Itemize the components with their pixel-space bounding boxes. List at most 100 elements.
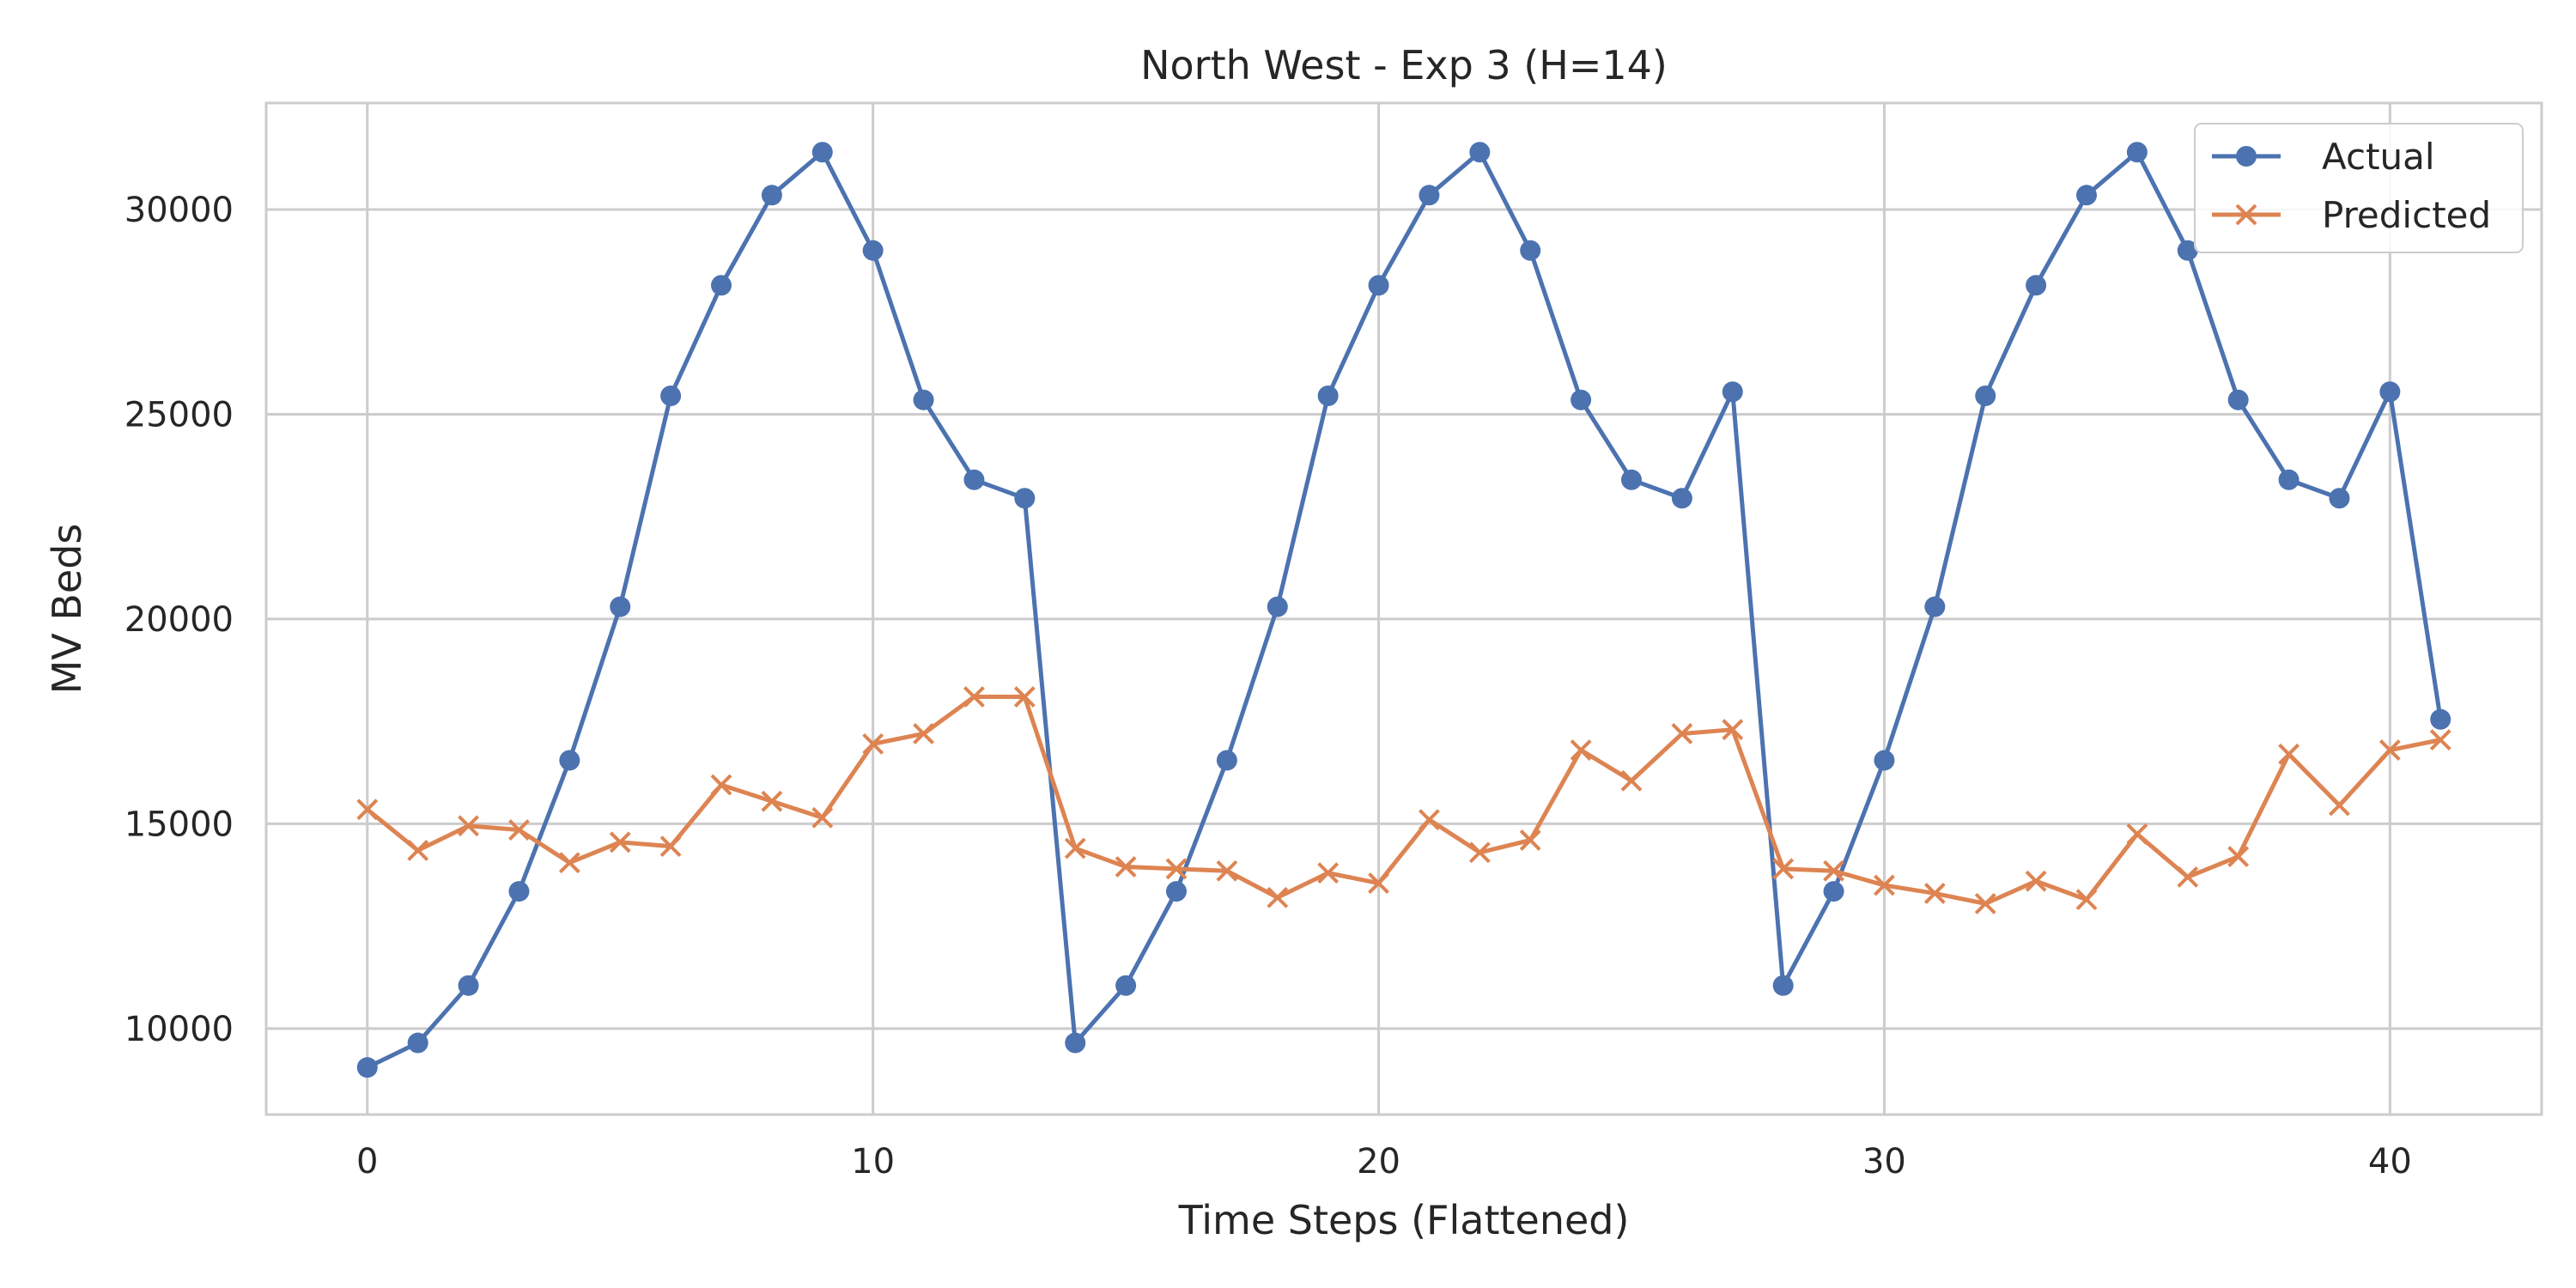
data-point-actual [1419, 185, 1440, 206]
data-point-actual [2227, 389, 2249, 410]
x-tick-label: 20 [1357, 1142, 1400, 1182]
data-point-actual [559, 750, 580, 771]
data-point-predicted [2278, 743, 2300, 765]
tick-labels: 0 10 20 30 40 10000 15000 20000 25000 30000 [125, 191, 2412, 1182]
data-point-actual [2126, 142, 2148, 163]
data-point-actual [458, 975, 479, 996]
data-point-actual [2076, 185, 2097, 206]
plot-frame [264, 101, 2543, 1116]
data-point-actual [1671, 488, 1692, 509]
data-point-predicted [1115, 856, 1137, 878]
data-point-predicted [1368, 872, 1389, 894]
data-point-actual [1823, 881, 1844, 902]
data-point-actual [1216, 750, 1237, 771]
data-point-predicted [811, 806, 834, 829]
series-actual [356, 142, 2451, 1078]
data-point-predicted [1013, 686, 1036, 708]
data-point-actual [1874, 750, 1895, 771]
data-point-predicted [2329, 794, 2350, 817]
data-point-predicted [659, 835, 682, 858]
data-point-actual [2430, 708, 2451, 730]
data-point-predicted [2429, 729, 2451, 751]
data-point-predicted [609, 831, 631, 854]
data-point-actual [2026, 275, 2047, 296]
data-point-actual [2379, 381, 2401, 403]
data-point-actual [913, 389, 934, 410]
series-line-actual [366, 149, 2443, 1070]
data-point-actual [407, 1032, 428, 1054]
y-axis-label: MV Beds [44, 524, 90, 695]
data-point-actual [1469, 142, 1491, 163]
data-point-predicted [1519, 829, 1541, 851]
data-point-predicted [1419, 809, 1440, 831]
data-point-predicted [558, 852, 580, 874]
data-point-predicted [1671, 723, 1693, 744]
data-point-actual [1166, 881, 1187, 902]
series-layer [356, 142, 2451, 1078]
data-point-actual [1115, 975, 1137, 996]
data-point-predicted [1823, 860, 1844, 882]
data-point-actual [1368, 275, 1389, 296]
data-point-predicted [1923, 883, 1946, 904]
data-point-predicted [2025, 870, 2047, 892]
data-point-actual [610, 596, 631, 617]
data-point-predicted [1772, 858, 1795, 880]
data-point-actual [1924, 596, 1946, 617]
data-point-actual [660, 386, 682, 406]
data-point-predicted [2075, 889, 2098, 911]
data-point-actual [2177, 240, 2198, 261]
data-point-predicted [1317, 862, 1340, 884]
data-point-actual [508, 881, 530, 902]
data-point-predicted [1620, 769, 1643, 792]
data-point-predicted [1216, 860, 1238, 882]
data-point-predicted [2126, 823, 2148, 845]
data-point-predicted [356, 799, 379, 821]
data-point-actual [1722, 381, 1743, 403]
data-point-actual [862, 240, 884, 261]
data-point-actual [1267, 596, 1288, 617]
data-point-actual [1621, 469, 1642, 490]
data-point-actual [356, 1057, 378, 1078]
data-point-predicted [2177, 866, 2199, 888]
legend-label-actual: Actual [2322, 136, 2435, 178]
x-tick-label: 40 [2368, 1142, 2412, 1182]
y-tick-label: 20000 [125, 600, 234, 640]
data-point-predicted [2379, 739, 2401, 761]
data-point-predicted [1570, 739, 1592, 761]
data-point-actual [2278, 469, 2300, 490]
data-point-actual [1065, 1032, 1086, 1054]
data-point-predicted [913, 723, 934, 744]
data-point-predicted [1064, 837, 1086, 860]
data-point-predicted [963, 686, 985, 708]
data-point-actual [1975, 386, 1996, 406]
data-point-predicted [1267, 886, 1289, 908]
data-point-predicted [407, 839, 429, 861]
legend-label-predicted: Predicted [2322, 194, 2491, 236]
data-point-predicted [1165, 858, 1188, 880]
data-point-predicted [761, 790, 783, 812]
legend-marker-actual [2236, 146, 2257, 167]
series-predicted [356, 686, 2451, 914]
data-point-predicted [508, 819, 530, 841]
data-point-actual [1014, 488, 1036, 509]
data-point-actual [811, 142, 833, 163]
x-tick-label: 30 [1862, 1142, 1906, 1182]
data-point-actual [2329, 488, 2350, 509]
data-point-predicted [458, 815, 479, 837]
data-point-actual [1317, 386, 1339, 406]
data-point-actual [711, 275, 732, 296]
data-point-predicted [1974, 892, 1996, 914]
legend-marker-predicted [2235, 204, 2257, 226]
x-axis-label: Time Steps (Flattened) [1178, 1197, 1630, 1243]
y-tick-label: 10000 [125, 1010, 234, 1049]
data-point-actual [1571, 389, 1592, 410]
data-point-predicted [2227, 846, 2250, 867]
grid-lines [266, 103, 2542, 1115]
data-point-predicted [1722, 719, 1744, 741]
data-point-actual [761, 185, 782, 206]
data-point-actual [1520, 240, 1541, 261]
data-point-predicted [710, 774, 732, 796]
data-point-predicted [862, 732, 884, 755]
data-point-actual [1772, 975, 1794, 996]
